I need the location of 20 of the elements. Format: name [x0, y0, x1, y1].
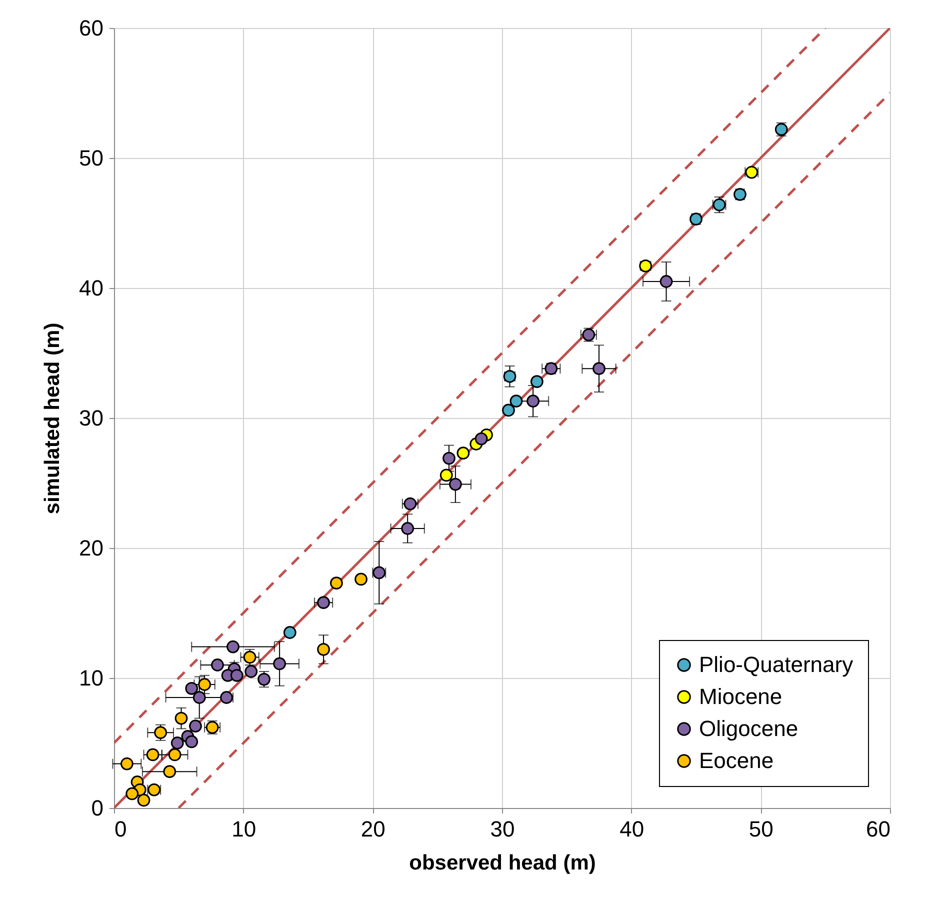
legend-label: Miocene [699, 684, 782, 709]
x-tick-label: 20 [360, 816, 386, 842]
x-tick-label: 50 [748, 816, 774, 842]
x-tick-label: 40 [620, 816, 644, 842]
x-tick-label: 0 [114, 816, 127, 842]
legend-label: Eocene [699, 748, 774, 773]
y-tick-label: 20 [79, 536, 104, 560]
x-axis-title: observed head (m) [409, 852, 596, 874]
x-tick-label: 60 [866, 816, 890, 842]
y-tick-label: 40 [79, 276, 104, 300]
y-tick-label: 60 [79, 16, 104, 40]
x-tick-label: 10 [232, 816, 256, 842]
legend-label: Oligocene [699, 716, 798, 741]
y-tick-label: 30 [79, 406, 104, 430]
legend-label: Plio-Quaternary [699, 652, 854, 677]
y-tick-label: 0 [91, 796, 104, 820]
x-tick-label: 30 [490, 816, 515, 842]
y-tick-label: 10 [79, 666, 104, 690]
y-axis-title: simulated head (m) [41, 322, 64, 514]
y-tick-label: 50 [79, 146, 104, 170]
